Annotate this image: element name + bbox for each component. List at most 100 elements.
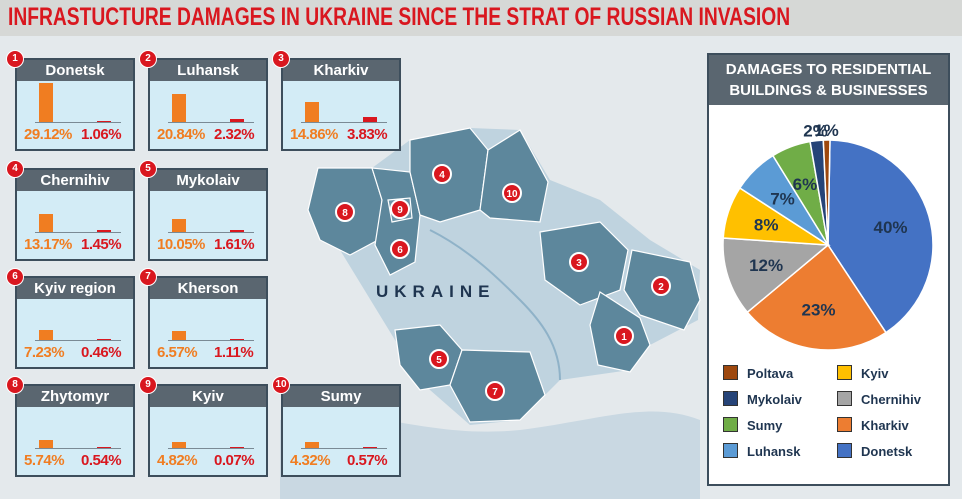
region-rank-badge: 9 [139, 376, 157, 394]
map-marker-label: 3 [576, 258, 582, 269]
legend-swatch [723, 365, 738, 380]
region-value-secondary: 1.45% [81, 236, 122, 253]
region-bar-primary [39, 214, 53, 232]
region-bar-primary [39, 83, 53, 122]
map-marker: 6 [390, 239, 410, 259]
region-value-secondary: 0.07% [214, 452, 255, 469]
legend-label: Donetsk [861, 444, 913, 459]
map-marker: 3 [569, 252, 589, 272]
region-value-primary: 20.84% [157, 126, 205, 143]
map-marker-label: 5 [436, 355, 442, 366]
region-name: Chernihiv [17, 170, 133, 191]
region-rank-badge: 1 [6, 50, 24, 68]
region-bar-primary [172, 94, 186, 122]
region-bar-baseline [35, 340, 121, 341]
map-marker-dot [614, 326, 634, 346]
legend-label: Sumy [747, 418, 783, 433]
pie-slice-label: 40% [873, 218, 907, 237]
region-name: Sumy [283, 386, 399, 407]
pie-slice [822, 139, 831, 246]
region-rank-badge: 7 [139, 268, 157, 286]
map-marker-dot [390, 239, 410, 259]
region-bar-secondary [97, 230, 111, 232]
region-card: Kharkiv 14.86% 3.83% [281, 58, 401, 151]
region-value-secondary: 3.83% [347, 126, 388, 143]
region-bar-secondary [230, 338, 244, 340]
map-marker-label: 8 [342, 208, 348, 219]
map-marker-dot [390, 199, 410, 219]
map-marker-dot [335, 202, 355, 222]
map-marker: 5 [429, 349, 449, 369]
region-name: Donetsk [17, 60, 133, 81]
region-rank-badge: 6 [6, 268, 24, 286]
pie-slice [746, 243, 887, 351]
region-bar-secondary [97, 339, 111, 340]
legend-label: Mykolaiv [747, 392, 802, 407]
map-marker-dot [569, 252, 589, 272]
region-name: Kyiv region [17, 278, 133, 299]
map-marker: 1 [614, 326, 634, 346]
pie-title: DAMAGES TO RESIDENTIAL BUILDINGS & BUSIN… [709, 55, 948, 105]
legend-label: Kharkiv [861, 418, 909, 433]
region-value-primary: 7.23% [24, 344, 65, 361]
pie-slice-label: 23% [801, 300, 835, 319]
map-marker-label: 6 [397, 245, 403, 256]
legend-item: Kyiv [837, 365, 888, 381]
pie-slice-label: 1% [814, 121, 839, 140]
region-bar-baseline [168, 122, 254, 123]
map-marker: 10 [502, 183, 522, 203]
region-name: Kyiv [150, 386, 266, 407]
map-marker-label: 1 [621, 332, 627, 343]
map-marker-dot [502, 183, 522, 203]
region-bar-baseline [35, 448, 121, 449]
map-markers: 1 2 3 4 5 6 7 8 9 10 [335, 164, 671, 401]
region-card: Mykolaiv 10.05% 1.61% [148, 168, 268, 261]
legend-label: Kyiv [861, 366, 889, 381]
map-marker: 7 [485, 381, 505, 401]
region-bar-baseline [168, 340, 254, 341]
region-bar-baseline [168, 448, 254, 449]
region-value-primary: 13.17% [24, 236, 72, 253]
map-marker-label: 9 [397, 205, 403, 216]
map-marker-dot [432, 164, 452, 184]
pie-chart: 40% 23% 12% 8% 7%6% 2%1% [722, 121, 934, 351]
region-bar-secondary [230, 447, 244, 448]
region-name: Zhytomyr [17, 386, 133, 407]
region-value-secondary: 0.57% [347, 452, 388, 469]
legend-item: Luhansk [723, 443, 800, 459]
region-bar-secondary [230, 118, 244, 122]
region-bar-secondary [97, 447, 111, 448]
region-bar-baseline [168, 232, 254, 233]
region-bar-secondary [363, 447, 377, 448]
region-name: Kharkiv [283, 60, 399, 81]
region-bar-primary [305, 102, 319, 122]
region-card: Sumy 4.32% 0.57% [281, 384, 401, 477]
map-marker-dot [651, 276, 671, 296]
legend-item: Donetsk [837, 443, 912, 459]
map-marker: 8 [335, 202, 355, 222]
legend-item: Sumy [723, 417, 782, 433]
region-value-secondary: 1.61% [214, 236, 255, 253]
map-marker-label: 7 [492, 387, 498, 398]
legend-swatch [837, 365, 852, 380]
legend-item: Mykolaiv [723, 391, 802, 407]
region-rank-badge: 3 [272, 50, 290, 68]
region-bar-baseline [301, 448, 387, 449]
legend-label: Poltava [747, 366, 794, 381]
region-sumy [479, 129, 549, 223]
pie-slice-label: 8% [754, 216, 779, 235]
legend-swatch [837, 391, 852, 406]
region-value-primary: 4.32% [290, 452, 331, 469]
region-bar-secondary [230, 229, 244, 232]
region-value-primary: 5.74% [24, 452, 65, 469]
region-bar-primary [172, 218, 186, 232]
map-marker-label: 4 [439, 170, 445, 181]
region-rank-badge: 5 [139, 160, 157, 178]
pie-slice [722, 237, 830, 314]
region-bar-primary [305, 442, 319, 448]
region-bar-primary [39, 440, 53, 448]
legend-item: Kharkiv [837, 417, 909, 433]
region-rank-badge: 4 [6, 160, 24, 178]
region-card: Chernihiv 13.17% 1.45% [15, 168, 135, 261]
region-bar-baseline [301, 122, 387, 123]
